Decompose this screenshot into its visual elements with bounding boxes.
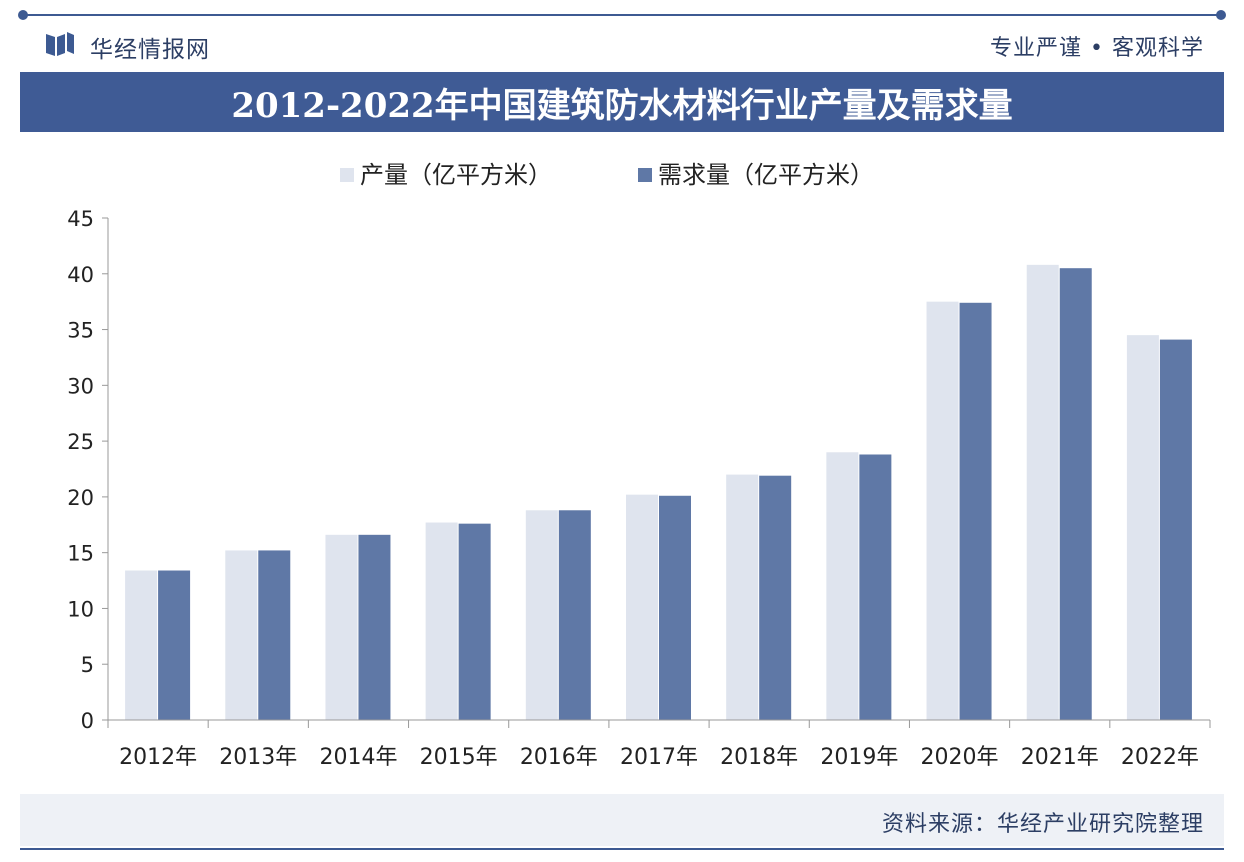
bar-production-8 [926,301,959,720]
header: 华经情报网 专业严谨 • 客观科学 [20,22,1224,66]
bar-production-1 [225,550,258,720]
brand-logo-icon [46,32,74,56]
y-tick-label-6: 30 [67,374,94,398]
y-axis: 0 5 10 15 20 25 30 35 40 45 [67,207,109,733]
bar-chart: 产量（亿平方米） 需求量（亿平方米） 0 5 10 15 20 25 30 35 40 45 201… [67,161,1211,770]
y-tick-label-4: 20 [67,486,94,510]
chart-title: 2012-2022年中国建筑防水材料行业产量及需求量 [231,85,1013,126]
bar-demand-1 [258,550,291,720]
y-tick-label-5: 25 [67,430,94,454]
bar-production-5 [626,494,658,720]
top-rule [18,10,1226,20]
bar-demand-8 [959,302,992,720]
x-tick-label-5: 2017年 [620,745,698,770]
bar-demand-9 [1059,268,1092,720]
bar-production-10 [1126,335,1159,720]
x-tick-label-9: 2021年 [1021,745,1099,770]
legend-label-1: 需求量（亿平方米） [658,161,874,189]
bar-demand-10 [1159,339,1192,720]
x-tick-label-4: 2016年 [520,745,598,770]
x-axis: 2012年 2013年 2014年 2015年 2016年 2017年 2018年 2019年… [107,719,1211,770]
bar-demand-2 [358,534,391,720]
x-tick-label-7: 2019年 [820,745,898,770]
x-tick-label-6: 2018年 [720,745,798,770]
legend: 产量（亿平方米） 需求量（亿平方米） [340,161,874,189]
bar-production-3 [425,522,458,720]
x-tick-label-2: 2014年 [319,745,397,770]
x-tick-label-8: 2020年 [921,745,999,770]
y-tick-label-9: 45 [67,207,94,231]
bar-demand-3 [458,523,491,720]
bar-production-0 [125,570,158,720]
bar-production-9 [1026,264,1059,720]
y-tick-label-7: 35 [67,319,94,343]
bar-demand-6 [759,475,792,720]
chart-title-bar: 2012-2022年中国建筑防水材料行业产量及需求量 [20,72,1224,132]
bar-demand-7 [859,454,892,720]
bar-production-6 [726,474,759,720]
legend-swatch-1 [638,168,652,182]
brand-name: 华经情报网 [90,37,210,63]
bar-production-7 [826,452,859,720]
legend-label-0: 产量（亿平方米） [360,161,552,189]
bar-demand-0 [158,570,191,720]
y-tick-label-0: 0 [81,709,94,733]
y-tick-label-2: 10 [67,597,94,621]
source-note: 资料来源：华经产业研究院整理 [881,812,1204,837]
footer-bar: 资料来源：华经产业研究院整理 [20,794,1224,846]
y-tick-label-8: 40 [67,263,94,287]
y-tick-label-3: 15 [67,542,94,566]
bar-demand-5 [659,495,691,720]
bottom-rule [20,848,1224,850]
slogan: 专业严谨 • 客观科学 [990,36,1204,61]
x-tick-label-3: 2015年 [420,745,498,770]
bar-production-4 [525,510,558,720]
x-tick-label-0: 2012年 [119,745,197,770]
y-tick-label-1: 5 [81,653,94,677]
bar-demand-4 [558,510,591,720]
legend-swatch-0 [340,168,354,182]
bars [125,264,1192,720]
x-tick-label-10: 2022年 [1121,745,1199,770]
x-tick-label-1: 2013年 [219,745,297,770]
bar-production-2 [325,534,358,720]
